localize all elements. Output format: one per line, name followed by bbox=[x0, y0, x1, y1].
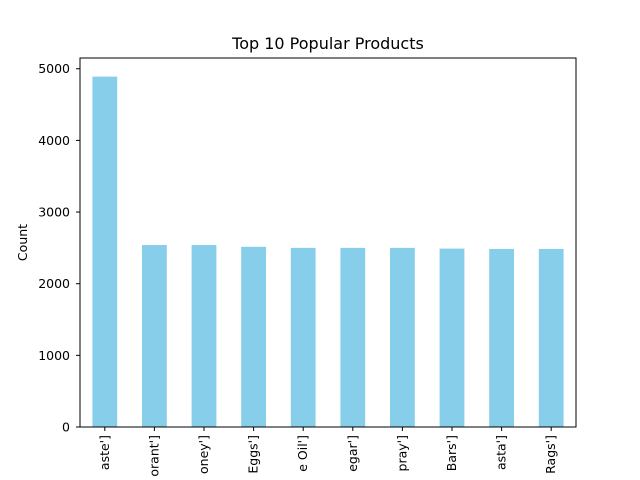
plot-frame bbox=[79, 57, 577, 428]
bar-5 bbox=[290, 247, 316, 427]
y-tick-label: 5000 bbox=[38, 61, 70, 76]
bar-8 bbox=[439, 248, 465, 427]
x-tick-label: aste'] bbox=[97, 435, 112, 470]
bar-2 bbox=[142, 245, 167, 427]
x-axis: aste'] orant'] oney'] Eggs'] e Oil'] egar'] pr… bbox=[97, 427, 558, 477]
chart-title: Top 10 Popular Products bbox=[231, 34, 424, 53]
bar-9 bbox=[489, 248, 514, 427]
bar-4 bbox=[241, 246, 266, 427]
x-tick-label: Rags'] bbox=[543, 435, 558, 474]
bar-7 bbox=[390, 247, 415, 427]
x-tick-label: Bars'] bbox=[444, 435, 459, 471]
y-axis: 0 1000 2000 3000 4000 5000 bbox=[38, 61, 80, 435]
y-tick-label: 1000 bbox=[38, 348, 70, 363]
bar-3 bbox=[191, 245, 217, 427]
y-tick-label: 2000 bbox=[38, 276, 70, 291]
x-tick-label: egar'] bbox=[345, 435, 360, 472]
x-tick-label: Eggs'] bbox=[246, 435, 261, 474]
bar-6 bbox=[340, 247, 366, 427]
y-axis-label: Count bbox=[15, 224, 30, 261]
y-tick-label: 0 bbox=[62, 420, 70, 435]
x-tick-label: pray'] bbox=[394, 435, 409, 471]
bar-10 bbox=[538, 248, 564, 427]
y-tick-label: 4000 bbox=[38, 133, 70, 148]
bar-1 bbox=[92, 76, 118, 428]
y-tick-label: 3000 bbox=[38, 205, 70, 220]
x-tick-label: orant'] bbox=[146, 435, 161, 477]
bars-layer bbox=[92, 76, 564, 428]
x-tick-label: asta'] bbox=[494, 435, 509, 470]
x-tick-label: oney'] bbox=[196, 435, 211, 474]
x-tick-label: e Oil'] bbox=[295, 435, 310, 472]
